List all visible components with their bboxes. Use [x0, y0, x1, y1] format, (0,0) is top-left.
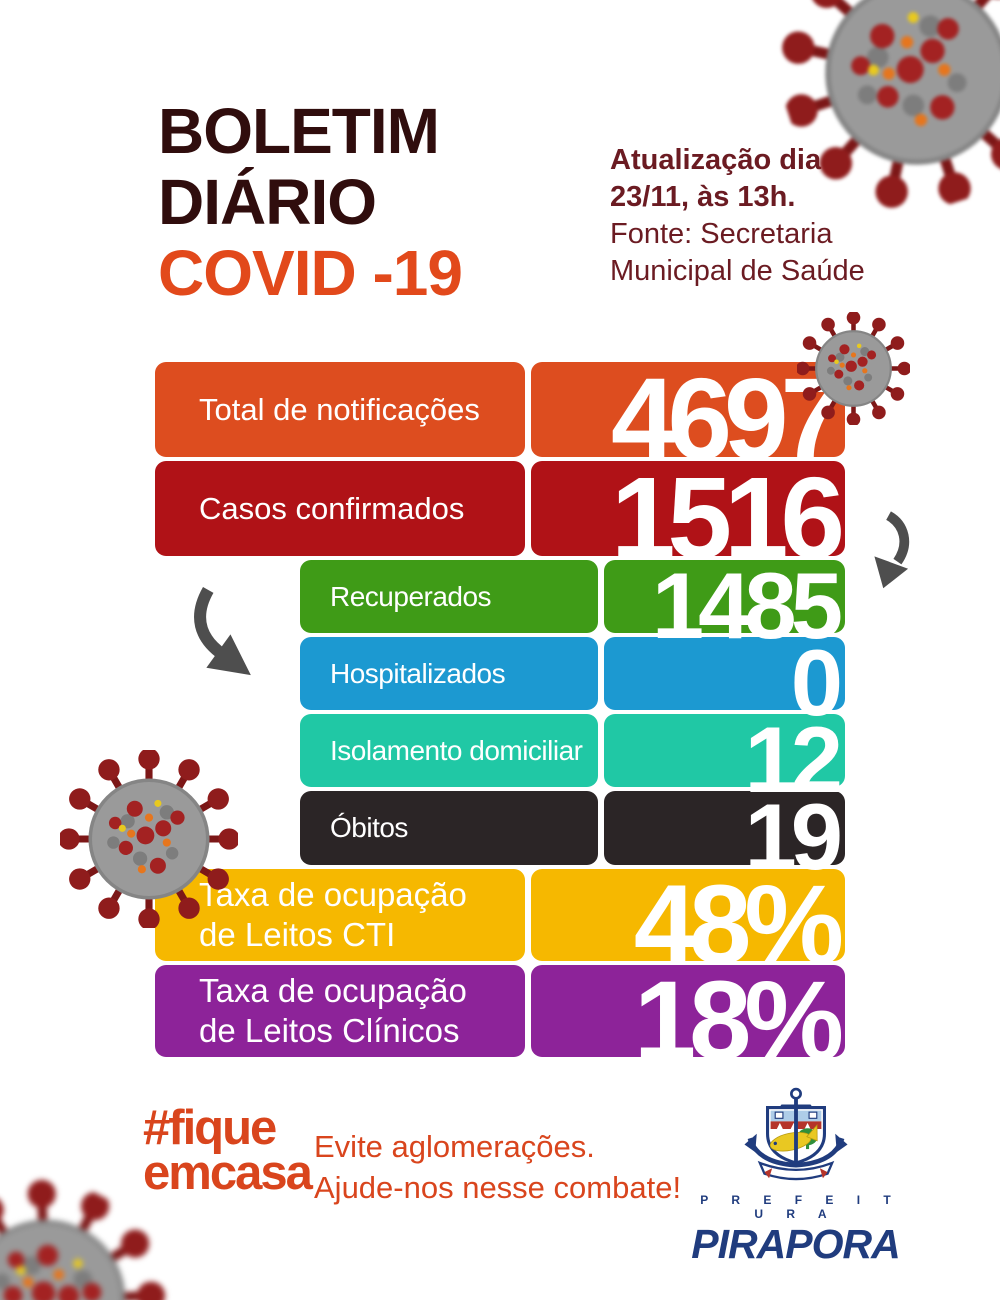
stat-value-box: 1485 — [604, 558, 845, 652]
stat-row-total-notificacoes: Total de notificações 4697 — [155, 361, 845, 477]
stat-value-box: 18% — [531, 965, 845, 1077]
stat-row-casos-confirmados: Casos confirmados 1516 — [155, 460, 845, 576]
stat-value-box: 0 — [604, 635, 845, 729]
logo-city-name: PIRAPORA — [691, 1221, 900, 1267]
title-line: BOLETIM — [158, 95, 440, 167]
stat-label-box: Taxa de ocupação de Leitos Clínicos — [155, 965, 525, 1057]
stat-row-hospitalizados: Hospitalizados 0 — [300, 635, 845, 729]
stat-row-recuperados: Recuperados 1485 — [300, 558, 845, 652]
source-line: Municipal de Saúde — [610, 255, 865, 287]
stat-value: 1485 — [651, 552, 843, 658]
stat-value-box: 12 — [604, 712, 845, 806]
update-line: Atualização dia — [610, 144, 822, 176]
stat-value-box: 4697 — [531, 361, 845, 477]
stat-value-box: 19 — [604, 790, 845, 884]
stat-label: Total de notificações — [199, 391, 480, 427]
stat-row-leitos-clinicos: Taxa de ocupação de Leitos Clínicos 18% — [155, 965, 845, 1077]
stat-label: Óbitos — [330, 812, 408, 843]
stat-value: 48% — [633, 862, 844, 987]
pirapora-logo: P R E F E I T U R A PIRAPORA — [688, 1086, 903, 1268]
update-info: Atualização dia 23/11, às 13h. Fonte: Se… — [610, 142, 870, 290]
stat-label: Taxa de ocupação — [199, 876, 467, 913]
slogan-text: Evite aglomerações. Ajude-nos nesse comb… — [314, 1126, 681, 1208]
stat-value: 1516 — [610, 452, 845, 583]
stat-row-obitos: Óbitos 19 — [300, 790, 845, 884]
stay-home-hashtag: #fique emcasa — [143, 1101, 313, 1200]
stat-label-line2: de Leitos Clínicos — [199, 1012, 460, 1049]
stat-value: 0 — [790, 629, 843, 735]
stat-row-leitos-cti: Taxa de ocupação de Leitos CTI 48% — [155, 869, 845, 981]
brush-arrow-icon — [874, 511, 910, 589]
source-line: Fonte: Secretaria — [610, 218, 833, 250]
stat-label-box: Casos confirmados — [155, 461, 525, 556]
update-line: 23/11, às 13h. — [610, 181, 796, 213]
stat-value-box: 1516 — [531, 460, 845, 576]
stat-label-box: Isolamento domiciliar — [300, 714, 598, 787]
stat-label: Casos confirmados — [199, 490, 465, 526]
title-line: DIÁRIO — [158, 166, 377, 238]
stat-label: Taxa de ocupação — [199, 972, 467, 1009]
slogan-line: Evite aglomerações. — [314, 1129, 595, 1164]
stat-value: 19 — [744, 784, 843, 889]
stat-label: Recuperados — [330, 580, 492, 612]
stat-value: 4697 — [610, 353, 845, 484]
brush-arrow-icon — [194, 586, 251, 676]
stat-label: Hospitalizados — [330, 657, 506, 689]
hashtag-line: emcasa — [143, 1146, 313, 1200]
coronavirus-icon — [797, 312, 910, 425]
stat-label-box: Recuperados — [300, 560, 598, 633]
stat-label-box: Óbitos — [300, 791, 598, 865]
stat-value: 18% — [633, 958, 844, 1083]
pirapora-coat-of-arms — [743, 1087, 848, 1181]
page-title: BOLETIM DIÁRIO COVID -19 — [158, 95, 463, 309]
title-covid: COVID -19 — [158, 237, 463, 309]
hashtag-line: #fique — [143, 1101, 277, 1155]
coronavirus-icon — [60, 750, 238, 928]
stat-row-isolamento-domiciliar: Isolamento domiciliar 12 — [300, 712, 845, 806]
stat-label: Isolamento domiciliar — [330, 734, 583, 766]
logo-prefeitura-label: P R E F E I T U R A — [700, 1193, 901, 1221]
stat-label-box: Total de notificações — [155, 362, 525, 457]
stat-label-box: Hospitalizados — [300, 637, 598, 710]
stat-value: 12 — [744, 706, 843, 812]
slogan-line: Ajude-nos nesse combate! — [314, 1170, 682, 1205]
stat-value-box: 48% — [531, 869, 845, 981]
stat-label-line2: de Leitos CTI — [199, 916, 396, 953]
